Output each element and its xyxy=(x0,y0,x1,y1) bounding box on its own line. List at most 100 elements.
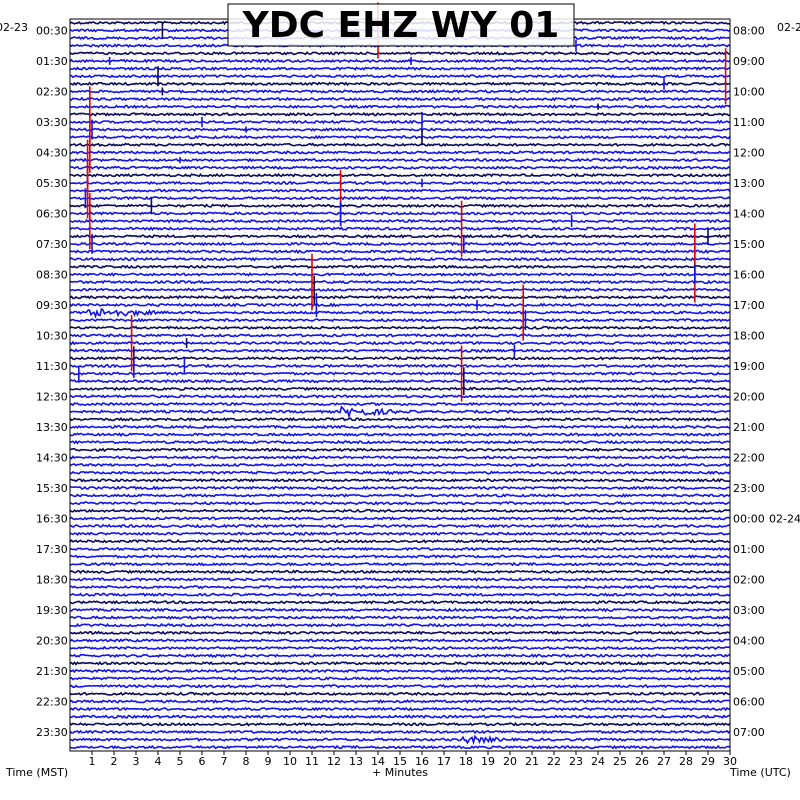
right-hour-label: 13:00 xyxy=(733,177,765,190)
right-hour-label: 18:00 xyxy=(733,329,765,342)
trace-row xyxy=(69,355,731,361)
right-hour-label: 10:00 xyxy=(733,85,765,98)
trace-row xyxy=(69,516,731,521)
trace-row xyxy=(69,127,731,132)
trace-row xyxy=(69,592,731,597)
trace-row xyxy=(69,668,731,674)
x-tick-label: 30 xyxy=(723,755,737,768)
trace-row xyxy=(69,73,731,79)
trace-row xyxy=(69,584,731,590)
left-hour-label: 11:30 xyxy=(36,360,68,373)
right-hour-label: 15:00 xyxy=(733,238,765,251)
trace-row xyxy=(69,241,731,247)
x-tick-label: 18 xyxy=(459,755,473,768)
trace-row xyxy=(69,615,731,621)
trace-row xyxy=(69,683,731,689)
chart-title: YDC EHZ WY 01 xyxy=(242,5,560,46)
x-tick-label: 16 xyxy=(415,755,429,768)
x-tick-label: 23 xyxy=(569,755,583,768)
left-axis-label: Time (MST) xyxy=(5,766,68,779)
x-tick-label: 15 xyxy=(393,755,407,768)
trace-row xyxy=(69,607,731,613)
left-hour-label: 18:30 xyxy=(36,573,68,586)
right-hour-label: 05:00 xyxy=(733,665,765,678)
trace-row xyxy=(69,211,731,216)
trace-row xyxy=(69,477,731,483)
left-hour-label: 16:30 xyxy=(36,512,68,525)
trace-row xyxy=(69,706,731,712)
trace-row xyxy=(69,401,731,407)
trace-row xyxy=(69,561,731,567)
left-hour-label: 03:30 xyxy=(36,116,68,129)
x-tick-label: 20 xyxy=(503,755,517,768)
x-tick-label: 10 xyxy=(283,755,297,768)
x-ticks: 1 2 3 4 5 6 7 8 9 10 11 12 13 14 15 16 17 18 19 20 21 22 23 24 2… xyxy=(89,751,737,768)
trace-row xyxy=(69,734,731,746)
trace-row xyxy=(69,455,731,460)
x-tick-label: 25 xyxy=(613,755,627,768)
trace-row xyxy=(69,660,731,666)
x-tick-label: 28 xyxy=(679,755,693,768)
trace-row xyxy=(69,432,731,438)
right-hour-label: 20:00 xyxy=(733,390,765,403)
trace-row xyxy=(69,325,731,331)
trace-row xyxy=(69,317,731,323)
trace-row xyxy=(69,721,731,727)
x-tick-label: 17 xyxy=(437,755,451,768)
trace-row xyxy=(69,165,731,170)
left-hour-label: 14:30 xyxy=(36,451,68,464)
trace-row xyxy=(69,653,731,659)
trace-row xyxy=(69,226,731,232)
trace-row xyxy=(69,249,731,255)
trace-row xyxy=(69,119,731,125)
trace-row xyxy=(69,470,731,476)
trace-row xyxy=(69,142,731,148)
x-tick-label: 26 xyxy=(635,755,649,768)
trace-row xyxy=(69,676,731,681)
trace-row xyxy=(69,279,731,285)
right-hour-labels: 08:00 09:00 10:00 11:00 12:00 13:00 14:00 15:00… xyxy=(733,24,800,739)
trace-row xyxy=(69,638,731,643)
trace-row xyxy=(69,233,731,239)
left-hour-label: 07:30 xyxy=(36,238,68,251)
trace-row xyxy=(69,569,731,575)
trace-row xyxy=(69,405,731,420)
x-tick-label: 8 xyxy=(243,755,250,768)
x-tick-label: 5 xyxy=(177,755,184,768)
right-hour-label: 09:00 xyxy=(733,55,765,68)
trace-row xyxy=(69,599,731,605)
left-hour-label: 15:30 xyxy=(36,482,68,495)
trace-row xyxy=(69,447,731,453)
trace-row xyxy=(69,363,731,369)
trace-row xyxy=(69,714,731,719)
right-hour-label: 03:00 xyxy=(733,604,765,617)
right-hour-label: 12:00 xyxy=(733,146,765,159)
trace-row xyxy=(70,172,731,178)
x-tick-label: 6 xyxy=(199,755,206,768)
trace-row xyxy=(69,188,731,194)
trace-row xyxy=(70,394,731,399)
left-hour-label: 04:30 xyxy=(36,146,68,159)
trace-row xyxy=(69,744,731,750)
x-tick-label: 7 xyxy=(221,755,228,768)
left-hour-label: 05:30 xyxy=(36,177,68,190)
trace-row xyxy=(69,302,731,308)
trace-row xyxy=(69,149,731,155)
x-tick-label: 2 xyxy=(111,755,118,768)
trace-row xyxy=(69,416,731,422)
trace-row xyxy=(69,691,731,697)
grid xyxy=(80,19,720,751)
right-hour-label: 22:00 xyxy=(733,451,765,464)
trace-row xyxy=(69,112,731,117)
left-hour-label: 02:30 xyxy=(36,85,68,98)
trace-row xyxy=(69,531,731,536)
trace-row xyxy=(69,89,731,94)
left-hour-label: 13:30 xyxy=(36,421,68,434)
left-hour-label: 10:30 xyxy=(36,329,68,342)
x-tick-label: 27 xyxy=(657,755,671,768)
left-hour-label: 22:30 xyxy=(36,695,68,708)
x-tick-label: 11 xyxy=(305,755,319,768)
trace-row xyxy=(69,439,731,445)
trace-row xyxy=(69,81,731,87)
trace-row xyxy=(69,264,731,269)
